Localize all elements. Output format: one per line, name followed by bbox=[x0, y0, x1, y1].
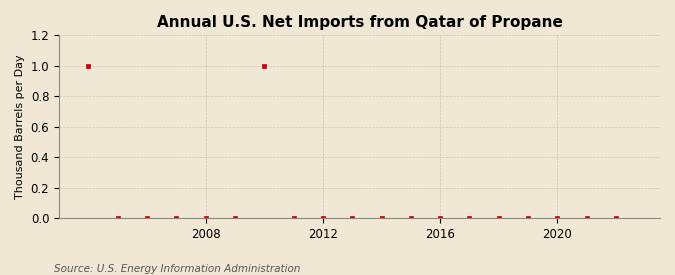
Text: Source: U.S. Energy Information Administration: Source: U.S. Energy Information Administ… bbox=[54, 264, 300, 274]
Y-axis label: Thousand Barrels per Day: Thousand Barrels per Day bbox=[15, 54, 25, 199]
Title: Annual U.S. Net Imports from Qatar of Propane: Annual U.S. Net Imports from Qatar of Pr… bbox=[157, 15, 562, 30]
